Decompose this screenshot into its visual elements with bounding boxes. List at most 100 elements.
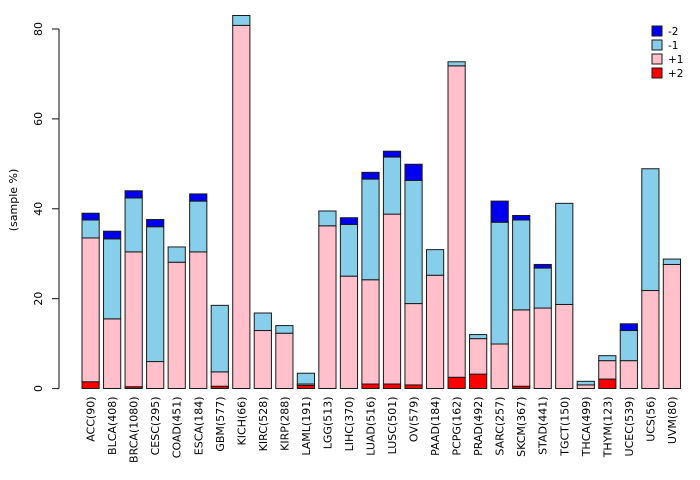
bar-segment-LIHC(370)--2 (339, 217, 359, 225)
bar-segment-BRCA(1080)--1 (124, 197, 143, 253)
bar-segment-THCA(499)-+1 (576, 384, 595, 389)
x-axis-label-PCPG(162): PCPG(162) (451, 397, 464, 456)
bar-segment-UCEC(539)--2 (619, 323, 638, 332)
bar-segment-UCS(56)-+1 (641, 290, 660, 389)
legend-label--1: -1 (668, 40, 678, 52)
bar-segment-KIRP(288)--1 (275, 325, 294, 334)
bar-segment-CESC(295)-+1 (146, 361, 165, 390)
bar-segment-GBM(577)--1 (210, 304, 229, 373)
x-axis-label-UVM(80): UVM(80) (666, 397, 679, 445)
x-axis-label-UCEC(539): UCEC(539) (623, 397, 636, 457)
bar-segment-STAD(441)--2 (533, 263, 552, 269)
x-axis-label-BRCA(1080): BRCA(1080) (128, 397, 141, 463)
x-axis-label-CESC(295): CESC(295) (149, 397, 162, 456)
bar-segment-OV(579)--2 (404, 163, 423, 181)
x-axis-label-OV(579): OV(579) (408, 397, 421, 443)
x-axis-label-KIRP(288): KIRP(288) (278, 397, 291, 451)
bar-segment-PCPG(162)-+2 (447, 376, 466, 390)
x-axis-label-THCA(499): THCA(499) (580, 397, 593, 458)
bar-segment-STAD(441)--1 (533, 267, 552, 309)
bar-segment-PRAD(492)--1 (469, 334, 488, 340)
legend-swatch-+1 (651, 53, 663, 65)
bar-segment-LUAD(516)-+1 (361, 279, 380, 385)
legend-label-+1: +1 (668, 54, 683, 66)
x-axis-label-KIRC(528): KIRC(528) (257, 397, 270, 452)
bar-segment-ACC(90)-+2 (81, 381, 100, 390)
legend-swatch-+2 (651, 67, 663, 79)
bar-segment-UVM(80)-+1 (662, 263, 682, 390)
x-axis-label-LIHC(370): LIHC(370) (343, 397, 356, 452)
bar-segment-BRCA(1080)--2 (124, 190, 143, 199)
legend-swatch--1 (651, 39, 663, 51)
bar-segment-PAAD(184)-+1 (425, 274, 445, 389)
bar-segment-BLCA(408)--2 (103, 230, 122, 240)
bar-segment-PAAD(184)--1 (425, 249, 445, 276)
x-axis-label-LUSC(501): LUSC(501) (386, 397, 399, 455)
bar-segment-LIHC(370)-+1 (339, 275, 359, 389)
x-axis-label-LUAD(516): LUAD(516) (364, 397, 377, 456)
x-axis-label-PRAD(492): PRAD(492) (472, 397, 485, 456)
x-axis-label-ESCA(184): ESCA(184) (192, 397, 205, 456)
bar-segment-BLCA(408)-+1 (103, 318, 122, 389)
bar-segment-SKCM(367)--1 (512, 219, 531, 311)
y-tick-label-0: 0 (32, 385, 45, 392)
bar-segment-CESC(295)--1 (146, 226, 165, 363)
bar-segment-LUAD(516)-+2 (361, 383, 380, 390)
bar-segment-SARC(257)--2 (490, 200, 509, 223)
bar-segment-ACC(90)--1 (81, 219, 100, 239)
bar-segment-CESC(295)--2 (146, 219, 165, 228)
bar-segment-THYM(123)-+1 (598, 360, 617, 380)
bar-segment-PRAD(492)-+1 (469, 338, 488, 375)
bar-segment-LGG(513)-+1 (318, 225, 337, 389)
x-axis-label-KICH(66): KICH(66) (235, 397, 248, 446)
bar-segment-ESCA(184)--2 (189, 193, 208, 202)
bar-segment-OV(579)--1 (404, 179, 423, 305)
bar-segment-BLCA(408)--1 (103, 238, 122, 320)
bar-segment-LUSC(501)--1 (382, 156, 402, 215)
bar-segment-LUAD(516)--2 (361, 171, 380, 180)
bar-segment-KICH(66)-+1 (232, 24, 251, 390)
bar-segment-LIHC(370)--1 (339, 223, 359, 277)
bar-segment-PRAD(492)-+2 (469, 373, 488, 390)
bar-segment-LGG(513)--1 (318, 210, 337, 227)
y-axis-title: (sample %) (7, 169, 20, 232)
x-axis-label-LAML(191): LAML(191) (300, 397, 313, 456)
x-axis-label-BLCA(408): BLCA(408) (106, 397, 119, 455)
bar-segment-KIRP(288)-+1 (275, 332, 294, 389)
y-tick-label-40: 40 (32, 202, 45, 216)
bar-segment-COAD(451)--1 (167, 246, 186, 263)
x-axis-label-ACC(90): ACC(90) (85, 397, 98, 442)
x-axis-label-SKCM(367): SKCM(367) (515, 397, 528, 457)
legend-swatch--2 (651, 25, 663, 37)
bar-segment-THYM(123)--1 (598, 355, 617, 362)
bar-segment-LUSC(501)-+2 (382, 383, 402, 390)
bar-segment-UCEC(539)-+1 (619, 360, 638, 390)
bar-segment-KIRC(528)--1 (253, 312, 272, 332)
bar-segment-LUAD(516)--1 (361, 178, 380, 281)
y-tick-label-60: 60 (32, 112, 45, 126)
bar-segment-OV(579)-+1 (404, 303, 423, 386)
y-tick-label-20: 20 (32, 292, 45, 306)
bar-segment-SARC(257)--1 (490, 221, 509, 345)
bar-segment-KICH(66)--1 (232, 14, 251, 26)
bar-segment-UCS(56)--1 (641, 168, 660, 292)
bar-segment-SKCM(367)-+1 (512, 309, 531, 387)
legend-label--2: -2 (668, 26, 678, 38)
bar-segment-ESCA(184)--1 (189, 200, 208, 253)
bar-segment-COAD(451)-+1 (167, 261, 186, 389)
bar-segment-KIRC(528)-+1 (253, 330, 272, 390)
bar-segment-TGCT(150)-+1 (555, 303, 574, 389)
bar-segment-TGCT(150)--1 (555, 202, 574, 305)
x-axis-label-THYM(123): THYM(123) (601, 397, 614, 459)
bar-segment-UCEC(539)--1 (619, 330, 638, 362)
legend-label-+2: +2 (668, 68, 683, 80)
bar-segment-PCPG(162)--1 (447, 61, 466, 67)
x-axis-label-STAD(441): STAD(441) (537, 397, 550, 455)
bar-segment-OV(579)-+2 (404, 384, 423, 389)
bar-segment-ACC(90)-+1 (81, 237, 100, 383)
bar-segment-THYM(123)-+2 (598, 378, 617, 389)
bar-segment-LUSC(501)-+1 (382, 213, 402, 385)
bar-segment-SARC(257)-+1 (490, 343, 509, 389)
